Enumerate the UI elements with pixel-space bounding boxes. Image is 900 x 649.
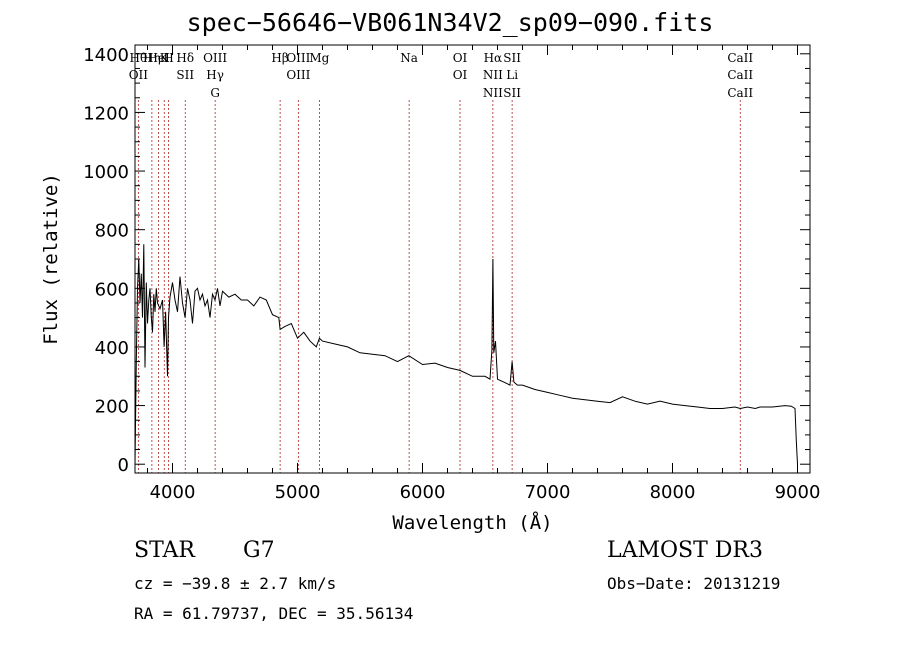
spectral-line-label: CaII: [727, 68, 753, 82]
redshift-cz: cz = −39.8 ± 2.7 km/s: [134, 574, 337, 593]
spectral-line-label: H: [163, 51, 173, 65]
x-axis-label: Wavelength (Å): [392, 511, 552, 534]
spectral-line-label: K: [160, 51, 170, 65]
y-tick-label-6: 1200: [83, 103, 129, 124]
y-axis-label: Flux (relative): [40, 173, 62, 345]
object-subclass: G7: [243, 538, 275, 563]
spectral-line-label: Na: [400, 51, 418, 65]
x-axis-ticks: 4000 5000 6000 7000 8000 9000: [147, 45, 821, 503]
chart-title: spec−56646−VB061N34V2_sp09−090.fits: [186, 8, 714, 37]
spectral-line-label: OIII: [203, 51, 227, 65]
y-tick-label-2: 400: [95, 338, 129, 359]
spectral-line-label: OI: [453, 51, 468, 65]
spectral-line-label: NII: [483, 86, 503, 100]
spectral-line-label: OII: [129, 68, 149, 82]
y-tick-label-4: 800: [95, 221, 129, 242]
spectral-line-label: Mg: [309, 51, 329, 65]
ra-dec: RA = 61.79737, DEC = 35.56134: [134, 604, 414, 623]
spectral-line-label: OIII: [286, 51, 310, 65]
y-tick-label-7: 1400: [83, 45, 129, 66]
spectral-line-label: SII: [503, 86, 521, 100]
spectral-line-label: Hη: [143, 51, 161, 65]
spectrum-series-line: [134, 244, 798, 465]
spectral-line-label: Hγ: [206, 68, 224, 82]
y-axis-ticks: 0 200 400 600 800 1000 1200 1400: [83, 45, 810, 476]
y-tick-label-5: 1000: [83, 162, 129, 183]
object-class: STAR: [134, 538, 195, 563]
spectral-line-label: G: [210, 86, 220, 100]
spectral-lines-layer: [137, 100, 741, 473]
y-tick-label-3: 600: [95, 279, 129, 300]
spectral-line-label: Hδ: [176, 51, 194, 65]
x-tick-label-5: 9000: [775, 482, 821, 503]
spectral-line-label: Hθ: [130, 51, 148, 65]
spectral-line-label: OI: [453, 68, 468, 82]
y-tick-label-1: 200: [95, 397, 129, 418]
spectral-line-label: Hβ: [271, 51, 288, 65]
spectral-line-label: NII: [483, 68, 503, 82]
x-tick-label-2: 6000: [400, 482, 446, 503]
spectral-line-label: Li: [506, 68, 518, 82]
x-tick-label-1: 5000: [275, 482, 321, 503]
spectral-line-label: SII: [176, 68, 194, 82]
spectral-line-label: HeI: [147, 51, 170, 65]
spectral-line-label: CaII: [727, 86, 753, 100]
spectral-line-label: SII: [503, 51, 521, 65]
obs-date: Obs−Date: 20131219: [607, 574, 781, 593]
survey-name: LAMOST DR3: [607, 538, 763, 563]
spectral-line-label: Hα: [484, 51, 503, 65]
x-tick-label-0: 4000: [150, 482, 196, 503]
y-tick-label-0: 0: [118, 455, 129, 476]
x-tick-label-4: 8000: [650, 482, 696, 503]
x-tick-label-3: 7000: [525, 482, 571, 503]
spectral-line-label: CaII: [727, 51, 753, 65]
spectral-line-label: OIII: [286, 68, 310, 82]
